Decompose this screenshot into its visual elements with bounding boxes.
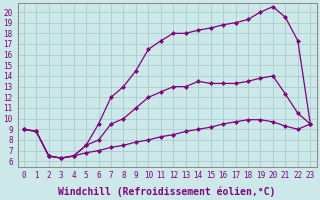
X-axis label: Windchill (Refroidissement éolien,°C): Windchill (Refroidissement éolien,°C) [58,186,276,197]
